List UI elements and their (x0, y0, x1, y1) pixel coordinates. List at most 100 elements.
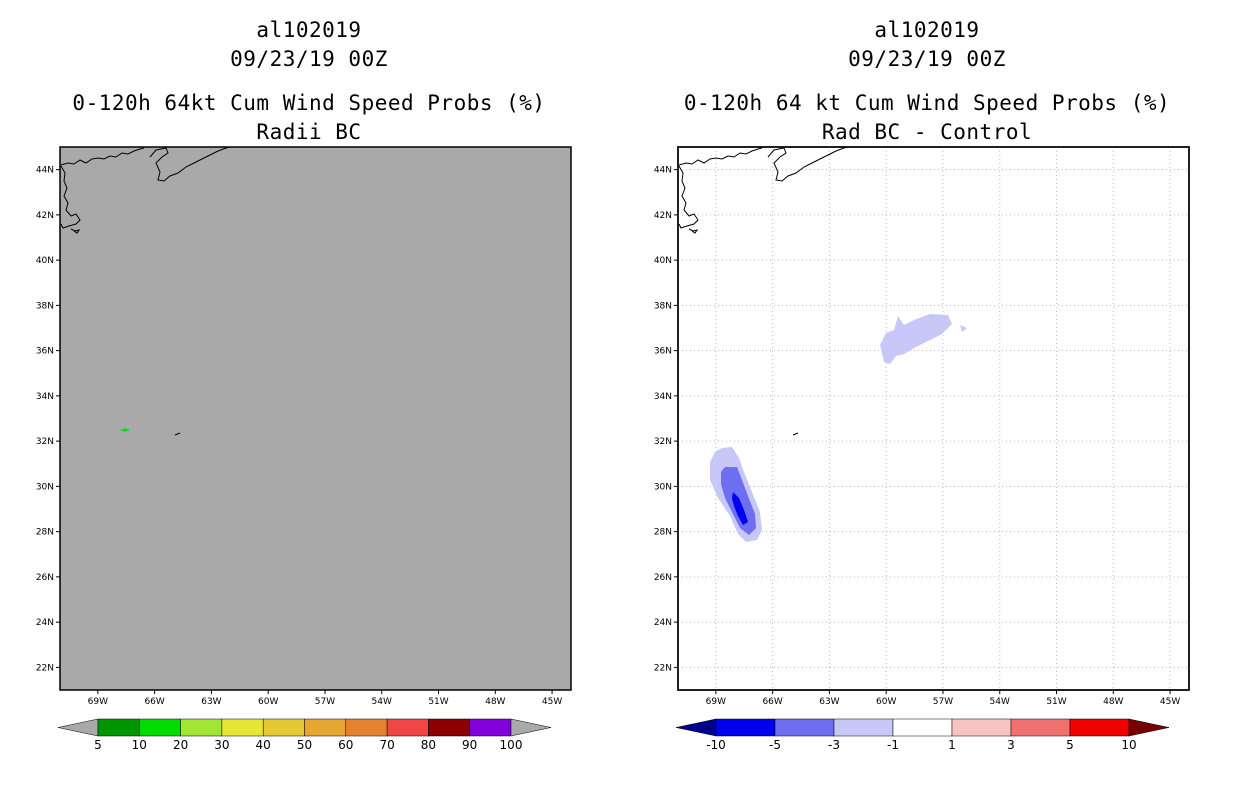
colorbar-box-6 (345, 718, 388, 737)
right-map-svg: 44N 42N 40N 38N 36N 34N 32N 30N 28N 26N 24N 22N 69W 6… (654, 146, 1190, 752)
lat-label-44N: 44N (654, 166, 672, 176)
colorbar-box-7 (386, 718, 429, 737)
right-contour-south-dark (732, 492, 748, 525)
left-subtitle: Radii BC (256, 120, 362, 144)
lat-label-28N: 28N (36, 528, 54, 538)
right-map-frame (677, 146, 1190, 691)
colorbar-right-arrow (510, 718, 552, 737)
lat-label-42N: 42N (36, 211, 54, 221)
lat-label-32N: 32N (654, 437, 672, 447)
lat-label-40N: 40N (36, 256, 54, 266)
colorbar-box-4 (951, 718, 1012, 737)
colorbar-label--5: -5 (769, 738, 781, 752)
colorbar-label-5: 5 (1066, 738, 1074, 752)
lat-label-30N: 30N (36, 482, 54, 492)
lon-label-63W: 63W (819, 697, 839, 707)
lat-label-24N: 24N (654, 618, 672, 628)
lon-label-60W: 60W (876, 697, 896, 707)
left-datetime: 09/23/19 00Z (230, 47, 388, 71)
colorbar-box-2 (833, 718, 894, 737)
right-coastline-novascotia (767, 146, 849, 182)
lon-label-69W: 69W (88, 697, 108, 707)
colorbar-left-arrow (57, 718, 99, 737)
lat-label-26N: 26N (36, 573, 54, 583)
lat-label-22N: 22N (654, 663, 672, 673)
colorbar-label-50: 50 (297, 738, 312, 752)
lat-label-36N: 36N (36, 347, 54, 357)
colorbar-box-0 (715, 718, 776, 737)
lat-label-22N: 22N (36, 663, 54, 673)
colorbar-label-90: 90 (462, 738, 477, 752)
colorbar-label--3: -3 (828, 738, 840, 752)
colorbar-box-5 (304, 718, 347, 737)
right-coastline-maine (678, 147, 763, 166)
lon-label-54W: 54W (990, 697, 1010, 707)
lat-label-38N: 38N (36, 301, 54, 311)
lat-label-36N: 36N (654, 347, 672, 357)
lon-label-69W: 69W (706, 697, 726, 707)
colorbar-box-6 (1069, 718, 1130, 737)
colorbar-label-3: 3 (1007, 738, 1015, 752)
left-product-title: 0-120h 64kt Cum Wind Speed Probs (%) (72, 91, 546, 115)
lon-label-51W: 51W (428, 697, 448, 707)
colorbar-label--1: -1 (887, 738, 899, 752)
lat-label-28N: 28N (654, 528, 672, 538)
lon-label-63W: 63W (201, 697, 221, 707)
colorbar-label-100: 100 (500, 738, 523, 752)
lon-label-51W: 51W (1046, 697, 1066, 707)
right-storm-id: al102019 (874, 18, 980, 42)
colorbar-label-60: 60 (338, 738, 353, 752)
colorbar-label-80: 80 (421, 738, 436, 752)
colorbar-box-1 (774, 718, 835, 737)
lon-label-57W: 57W (315, 697, 335, 707)
right-product-title: 0-120h 64 kt Cum Wind Speed Probs (%) (683, 91, 1171, 115)
lat-label-44N: 44N (36, 166, 54, 176)
colorbar-box-0 (97, 718, 140, 737)
right-contour-north-light (880, 314, 952, 364)
colorbar-label-5: 5 (94, 738, 102, 752)
lat-label-34N: 34N (36, 392, 54, 402)
colorbar-label-10: 10 (132, 738, 147, 752)
lat-label-30N: 30N (654, 482, 672, 492)
colorbar-label-10: 10 (1121, 738, 1136, 752)
colorbar-label-70: 70 (379, 738, 394, 752)
lat-label-40N: 40N (654, 256, 672, 266)
lat-label-34N: 34N (654, 392, 672, 402)
colorbar-box-9 (469, 718, 512, 737)
lon-label-60W: 60W (258, 697, 278, 707)
right-coastline-newengland (678, 165, 699, 229)
colorbar-box-8 (428, 718, 470, 737)
lat-label-24N: 24N (36, 618, 54, 628)
left-island-speck (174, 432, 181, 436)
right-datetime: 09/23/19 00Z (848, 47, 1006, 71)
lon-label-57W: 57W (933, 697, 953, 707)
left-coastline-capecod (70, 228, 81, 234)
colorbar-left-arrow (675, 718, 717, 737)
lat-label-32N: 32N (36, 437, 54, 447)
lat-label-26N: 26N (654, 573, 672, 583)
right-island-speck (792, 432, 799, 436)
colorbar-label-1: 1 (948, 738, 956, 752)
colorbar-label-40: 40 (256, 738, 271, 752)
lon-label-54W: 54W (372, 697, 392, 707)
lon-label-45W: 45W (542, 697, 562, 707)
colorbar-label--10: -10 (706, 738, 726, 752)
colorbar-label-30: 30 (214, 738, 229, 752)
lon-label-66W: 66W (144, 697, 164, 707)
left-map-svg: 44N 42N 40N 38N 36N 34N 32N 30N 28N 26N 24N 22N 69W 6… (36, 146, 572, 752)
right-subtitle: Rad BC - Control (821, 120, 1033, 144)
lon-label-48W: 48W (485, 697, 505, 707)
colorbar-box-5 (1010, 718, 1071, 737)
lon-label-45W: 45W (1160, 697, 1180, 707)
colorbar-right-arrow (1128, 718, 1170, 737)
colorbar-box-4 (262, 718, 305, 737)
right-coastline-capecod (688, 228, 699, 234)
colorbar-box-1 (139, 718, 181, 737)
lon-label-66W: 66W (762, 697, 782, 707)
left-coastline-maine (60, 147, 145, 166)
right-panel: al102019 09/23/19 00Z 0-120h 64 kt Cum W… (618, 0, 1236, 800)
lat-label-42N: 42N (654, 211, 672, 221)
colorbar-label-20: 20 (173, 738, 188, 752)
left-storm-id: al102019 (256, 18, 362, 42)
right-contour-north-speck (960, 325, 967, 332)
